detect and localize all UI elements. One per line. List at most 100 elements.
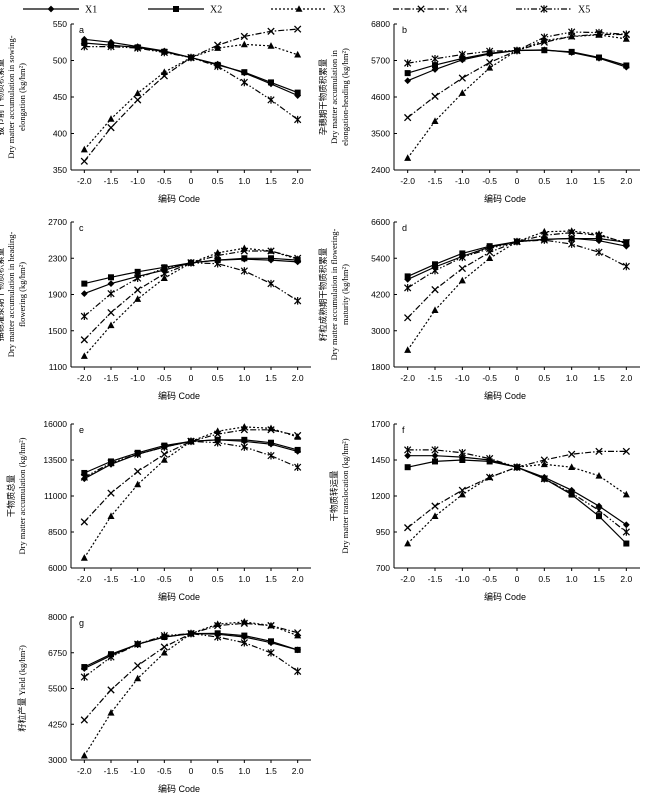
data-point bbox=[595, 28, 603, 37]
data-point bbox=[134, 480, 142, 488]
data-point bbox=[404, 446, 412, 454]
panel-label: a bbox=[79, 25, 84, 35]
data-point bbox=[596, 513, 602, 520]
x-axis-label: 编码 Code bbox=[484, 591, 526, 602]
x-tick-label: -1.0 bbox=[455, 574, 470, 584]
data-point bbox=[540, 236, 548, 244]
x-tick-label: -2.0 bbox=[400, 574, 415, 584]
y-axis-label-line: 抽穗灌浆期干物质积累量 bbox=[0, 247, 5, 341]
data-point bbox=[268, 439, 274, 446]
data-point bbox=[431, 306, 439, 314]
series-line bbox=[407, 463, 627, 544]
data-point bbox=[160, 450, 168, 458]
data-point bbox=[134, 640, 142, 648]
data-point bbox=[268, 79, 274, 86]
legend-label: X5 bbox=[578, 5, 590, 16]
x-tick-label: -1.5 bbox=[104, 574, 119, 584]
y-axis-label-line: Dry matter accumulation in sowing- bbox=[6, 35, 16, 158]
x-tick-label: 0 bbox=[515, 373, 520, 383]
series-line bbox=[84, 38, 298, 97]
data-point bbox=[267, 247, 275, 255]
data-point bbox=[568, 240, 576, 248]
series-line bbox=[407, 450, 627, 529]
data-point bbox=[596, 235, 602, 242]
x-tick-label: 1.0 bbox=[566, 176, 578, 186]
data-point bbox=[458, 74, 466, 82]
y-tick-label: 6750 bbox=[48, 648, 67, 658]
data-point bbox=[294, 629, 302, 637]
data-point bbox=[431, 117, 439, 125]
y-axis-label-line: Dry matter translocation (kg/hm²) bbox=[340, 438, 350, 553]
y-axis-label-line: elongation-heading (kg/hm²) bbox=[340, 48, 350, 146]
data-point bbox=[432, 62, 438, 69]
y-tick-label: 2300 bbox=[48, 253, 67, 263]
series-line bbox=[83, 28, 298, 162]
x-tick-label: 2.0 bbox=[620, 574, 632, 584]
data-point bbox=[214, 44, 222, 51]
data-point bbox=[404, 452, 412, 460]
y-tick-label: 4200 bbox=[371, 290, 390, 300]
data-point bbox=[294, 254, 302, 262]
series-x4 bbox=[80, 25, 302, 165]
legend: X1 X2 X3 X4 X5 bbox=[23, 5, 590, 16]
y-axis-label-line: 干物质总量 bbox=[6, 474, 16, 517]
data-point bbox=[459, 457, 466, 463]
data-point bbox=[268, 255, 274, 262]
data-point bbox=[595, 502, 603, 510]
data-point bbox=[595, 248, 603, 257]
series-x5 bbox=[80, 42, 302, 124]
x-tick-label: 2.0 bbox=[292, 574, 304, 584]
data-point bbox=[294, 115, 302, 124]
data-point bbox=[432, 261, 438, 268]
series-line bbox=[407, 459, 627, 544]
y-tick-label: 6600 bbox=[371, 217, 390, 227]
panel-d: 1800 3000 4200 5400 6600 -2.0 -1.5 -1.0 -0.5 0 0.5… bbox=[318, 217, 640, 401]
data-point bbox=[80, 42, 88, 51]
series-line bbox=[407, 449, 627, 533]
data-point bbox=[486, 254, 494, 262]
data-point bbox=[404, 539, 412, 547]
y-tick-label: 1900 bbox=[48, 290, 67, 300]
y-axis-label-line: 籽粒成熟期干物质积累量 bbox=[318, 247, 328, 341]
x-tick-label: -0.5 bbox=[157, 176, 172, 186]
data-point bbox=[80, 336, 88, 344]
data-point bbox=[80, 352, 88, 359]
data-point bbox=[240, 423, 248, 430]
x-tick-label: 1.5 bbox=[593, 373, 605, 383]
data-point bbox=[214, 620, 222, 627]
x-tick-label: 1.0 bbox=[238, 373, 250, 383]
data-point bbox=[486, 47, 494, 56]
panel-b: 2400 3500 4600 5700 6800 -2.0 -1.5 -1.0 -0.5 0 0.5… bbox=[318, 19, 640, 204]
y-tick-label: 1700 bbox=[371, 419, 390, 429]
data-point bbox=[107, 42, 115, 51]
data-point bbox=[622, 490, 630, 498]
data-point bbox=[459, 55, 466, 62]
series-x5 bbox=[80, 437, 302, 482]
y-tick-label: 950 bbox=[376, 527, 390, 537]
y-tick-label: 6800 bbox=[371, 19, 390, 29]
data-point bbox=[107, 115, 115, 122]
y-tick-label: 550 bbox=[53, 19, 67, 29]
x-tick-label: 0.5 bbox=[212, 176, 224, 186]
x-tick-label: 1.5 bbox=[265, 574, 277, 584]
legend-marker-diamond bbox=[47, 5, 55, 13]
data-point bbox=[431, 55, 439, 63]
legend-marker-triangle bbox=[295, 5, 303, 12]
data-point bbox=[134, 295, 142, 302]
data-point bbox=[622, 238, 630, 247]
data-point bbox=[458, 264, 466, 273]
data-point bbox=[160, 643, 168, 651]
x-tick-label: 0 bbox=[189, 176, 194, 186]
x-tick-label: 1.0 bbox=[238, 766, 250, 776]
data-point bbox=[404, 113, 412, 122]
data-point bbox=[80, 157, 88, 165]
data-point bbox=[107, 686, 115, 694]
y-axis-label-line: Dry matter accumulation in heading- bbox=[6, 232, 16, 358]
y-tick-label: 1200 bbox=[371, 491, 390, 501]
data-point bbox=[107, 308, 115, 317]
panel-f: 700 950 1200 1450 1700 -2.0 -1.5 -1.0 -0.5 0 0.5 1.… bbox=[329, 419, 640, 602]
data-point bbox=[431, 286, 439, 294]
data-point bbox=[431, 266, 439, 275]
x-tick-label: 0 bbox=[515, 574, 520, 584]
data-point bbox=[214, 251, 222, 260]
